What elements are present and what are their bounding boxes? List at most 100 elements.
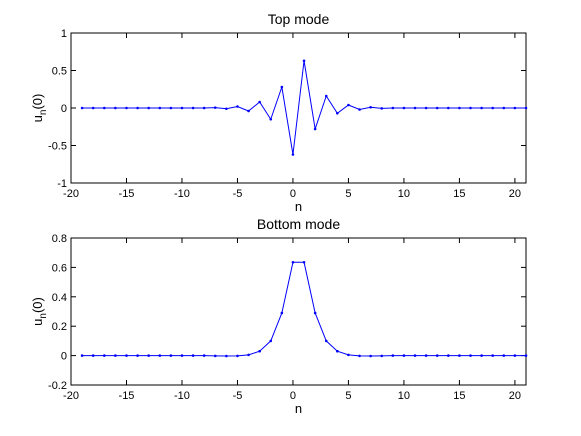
data-point [458, 354, 461, 357]
data-point [291, 260, 295, 264]
data-point [424, 354, 428, 357]
data-point [524, 106, 528, 110]
data-point [369, 105, 372, 109]
x-tick-label: -15 [119, 390, 135, 402]
y-tick-label: 1 [61, 28, 67, 40]
data-point [136, 354, 139, 357]
data-point [336, 349, 339, 353]
data-point [213, 354, 217, 358]
chart-title: Bottom mode [257, 216, 340, 232]
data-point [280, 311, 284, 315]
data-point [469, 354, 472, 357]
data-point [180, 106, 184, 110]
data-point [358, 354, 361, 358]
x-tick-label: 5 [345, 390, 351, 402]
data-point [80, 106, 84, 110]
data-point [302, 260, 306, 264]
y-tick-label: 0.8 [52, 233, 67, 245]
x-axis-label: n [295, 199, 302, 214]
x-tick-label: 15 [453, 188, 465, 200]
y-tick-label: 0 [61, 103, 67, 115]
x-tick-label: 0 [290, 390, 296, 402]
data-point [91, 106, 95, 110]
y-axis-label: un(0) [30, 94, 49, 123]
data-point [347, 103, 350, 107]
data-point [491, 354, 495, 357]
data-point [247, 109, 250, 113]
x-tick-label: -15 [119, 188, 135, 200]
data-point [447, 106, 450, 110]
data-point [480, 354, 483, 357]
y-tick-label: -1 [57, 178, 67, 190]
x-tick-label: -20 [63, 390, 79, 402]
y-axis-label: un(0) [30, 297, 49, 326]
data-point [136, 106, 139, 110]
y-axis-label-suffix: (0) [30, 94, 45, 110]
data-point [225, 107, 228, 111]
data-point [402, 354, 406, 357]
data-point [147, 106, 150, 110]
data-point [435, 354, 439, 357]
data-point [336, 111, 339, 115]
y-tick-label: 0.6 [52, 262, 67, 274]
data-point [169, 354, 173, 357]
data-point [458, 106, 461, 110]
data-point [258, 349, 261, 353]
data-point [469, 106, 472, 110]
data-point [513, 354, 517, 357]
x-tick-label: 20 [509, 188, 521, 200]
data-point [480, 106, 483, 110]
data-point [158, 354, 162, 357]
x-tick-label: -5 [233, 188, 243, 200]
data-point [125, 106, 128, 110]
data-point [313, 127, 317, 131]
x-tick-label: 15 [453, 390, 465, 402]
data-point [158, 106, 162, 110]
y-tick-label: 0.5 [52, 66, 67, 78]
chart-panel-2: -20 -15 -10 -5 0 5 10 15 20 -0.2 0 0.2 0.4 0.6 0.8 Bott… [30, 216, 528, 416]
x-tick-label: 0 [290, 188, 296, 200]
data-point [180, 354, 184, 357]
y-tick-label: 0 [61, 351, 67, 363]
data-point [247, 353, 250, 357]
data-point [191, 106, 195, 110]
data-point [269, 339, 273, 343]
data-point [347, 353, 350, 357]
x-tick-label: -5 [233, 390, 243, 402]
x-tick-label: 10 [398, 188, 410, 200]
data-point [147, 354, 150, 357]
data-point [191, 354, 195, 357]
x-tick-label: -10 [174, 390, 190, 402]
y-tick-label: 0.2 [52, 321, 67, 333]
data-point [324, 94, 328, 98]
data-point [202, 354, 206, 357]
data-point [102, 354, 106, 357]
x-tick-label: 5 [345, 188, 351, 200]
y-tick-label: -0.2 [48, 380, 67, 392]
data-point [502, 106, 506, 110]
plot-area [70, 237, 527, 386]
data-point [269, 117, 273, 121]
x-tick-label: -20 [63, 188, 79, 200]
data-point [447, 354, 450, 357]
data-point [369, 354, 372, 358]
data-point [380, 354, 384, 358]
data-point [502, 354, 506, 357]
data-point [169, 106, 173, 110]
data-point [114, 106, 117, 110]
data-point [380, 107, 384, 110]
data-point [225, 354, 228, 358]
data-point [236, 354, 239, 358]
y-tick-label: 0.4 [52, 292, 67, 304]
data-point [402, 106, 406, 110]
data-point [391, 354, 395, 357]
data-point [358, 108, 361, 111]
data-point [313, 311, 317, 315]
data-point [202, 106, 206, 110]
data-point [424, 106, 428, 110]
data-point [102, 106, 106, 110]
data-point [324, 339, 328, 343]
data-point [114, 354, 117, 357]
y-tick-label: -0.5 [48, 141, 67, 153]
